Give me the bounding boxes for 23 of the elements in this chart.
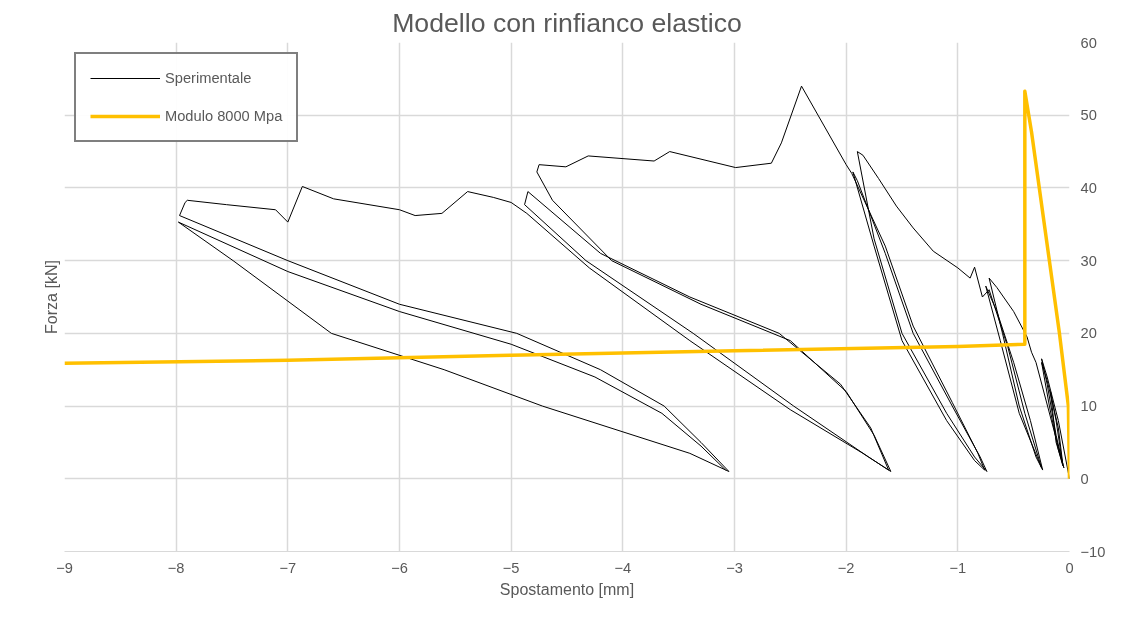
y-tick-label: 40 — [1080, 179, 1097, 196]
x-tick-label: −9 — [56, 559, 73, 576]
x-tick-label: −7 — [279, 559, 297, 576]
y-axis-title: Forza [kN] — [42, 260, 60, 334]
y-tick-label: −10 — [1080, 543, 1106, 560]
x-tick-label: −2 — [837, 559, 855, 576]
x-tick-label: −4 — [614, 559, 632, 576]
y-tick-label: 60 — [1080, 34, 1097, 51]
x-tick-label: 0 — [1065, 559, 1074, 576]
x-tick-label: −6 — [391, 559, 408, 576]
y-tick-label: 0 — [1080, 470, 1089, 487]
x-tick-label: −5 — [502, 559, 520, 576]
x-axis-title: Spostamento [mm] — [499, 580, 635, 598]
y-tick-label: 20 — [1080, 325, 1097, 342]
x-tick-label: −8 — [167, 559, 185, 576]
y-tick-label: 50 — [1080, 107, 1097, 124]
chart-title: Modello con rinfianco elastico — [392, 7, 742, 38]
y-tick-label: 30 — [1080, 252, 1097, 269]
x-tick-label: −1 — [949, 559, 967, 576]
legend-label: Modulo 8000 Mpa — [165, 108, 283, 124]
legend-label: Sperimentale — [165, 70, 252, 86]
y-tick-label: 10 — [1080, 398, 1097, 415]
x-tick-label: −3 — [726, 559, 743, 576]
